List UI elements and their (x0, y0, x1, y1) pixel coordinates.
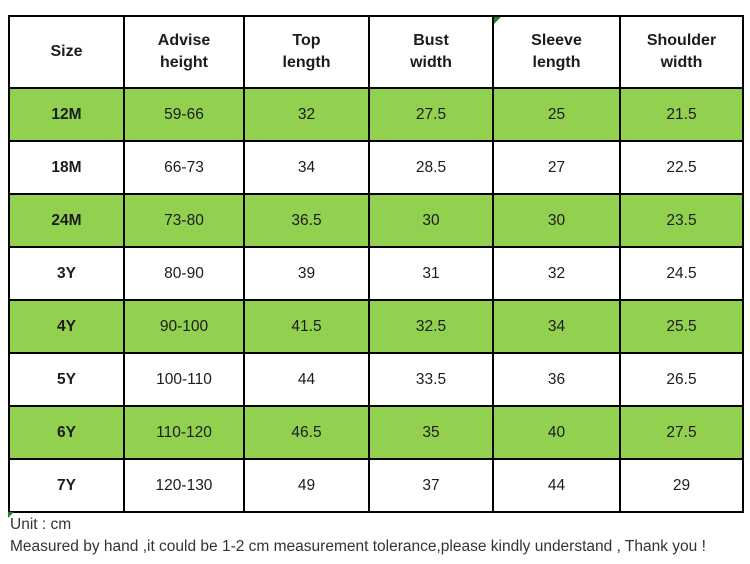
shoulder-width-cell: 22.5 (619, 140, 744, 195)
bust-width-cell: 31 (368, 246, 494, 301)
sleeve-length-cell: 32 (492, 246, 621, 301)
bust-width-cell: 27.5 (368, 87, 494, 142)
column-header-sleeve-length: Sleeve length (492, 15, 621, 89)
bust-width-cell: 28.5 (368, 140, 494, 195)
sleeve-length-cell: 25 (492, 87, 621, 142)
cell-error-marker-icon (8, 512, 14, 518)
size-cell: 18M (8, 140, 125, 195)
sleeve-length-cell: 44 (492, 458, 621, 513)
sleeve-length-cell: 30 (492, 193, 621, 248)
column-header-size: Size (8, 15, 125, 89)
size-cell: 3Y (8, 246, 125, 301)
cell-error-marker-icon (494, 17, 501, 24)
advise-height-cell: 66-73 (123, 140, 245, 195)
size-cell: 24M (8, 193, 125, 248)
bust-width-cell: 37 (368, 458, 494, 513)
bust-width-cell: 33.5 (368, 352, 494, 407)
table-row: 18M 66-73 34 28.5 27 22.5 (8, 140, 744, 195)
shoulder-width-cell: 21.5 (619, 87, 744, 142)
shoulder-width-cell: 29 (619, 458, 744, 513)
bust-width-cell: 30 (368, 193, 494, 248)
top-length-cell: 46.5 (243, 405, 370, 460)
shoulder-width-cell: 27.5 (619, 405, 744, 460)
table-row: 24M 73-80 36.5 30 30 23.5 (8, 193, 744, 248)
table-row: 4Y 90-100 41.5 32.5 34 25.5 (8, 299, 744, 354)
advise-height-cell: 73-80 (123, 193, 245, 248)
size-cell: 6Y (8, 405, 125, 460)
shoulder-width-cell: 23.5 (619, 193, 744, 248)
shoulder-width-cell: 25.5 (619, 299, 744, 354)
bust-width-cell: 32.5 (368, 299, 494, 354)
table-row: 3Y 80-90 39 31 32 24.5 (8, 246, 744, 301)
top-length-cell: 39 (243, 246, 370, 301)
size-cell: 5Y (8, 352, 125, 407)
sleeve-length-cell: 36 (492, 352, 621, 407)
sleeve-length-cell: 34 (492, 299, 621, 354)
advise-height-cell: 90-100 (123, 299, 245, 354)
size-cell: 7Y (8, 458, 125, 513)
advise-height-cell: 100-110 (123, 352, 245, 407)
table-row: 7Y 120-130 49 37 44 29 (8, 458, 744, 513)
advise-height-cell: 59-66 (123, 87, 245, 142)
top-length-cell: 41.5 (243, 299, 370, 354)
table-row: 12M 59-66 32 27.5 25 21.5 (8, 87, 744, 142)
top-length-cell: 36.5 (243, 193, 370, 248)
tolerance-note: Measured by hand ,it could be 1-2 cm mea… (10, 538, 706, 555)
top-length-cell: 34 (243, 140, 370, 195)
size-cell: 4Y (8, 299, 125, 354)
column-header-shoulder-width: Shoulder width (619, 15, 744, 89)
column-header-advise-height: Advise height (123, 15, 245, 89)
footer-notes: Unit : cm Measured by hand ,it could be … (10, 514, 746, 558)
size-chart-table: Size Advise height Top length Bust width… (8, 15, 744, 513)
size-cell: 12M (8, 87, 125, 142)
top-length-cell: 49 (243, 458, 370, 513)
bust-width-cell: 35 (368, 405, 494, 460)
advise-height-cell: 120-130 (123, 458, 245, 513)
shoulder-width-cell: 24.5 (619, 246, 744, 301)
unit-note: Unit : cm (10, 516, 72, 533)
sleeve-length-cell: 40 (492, 405, 621, 460)
header-row: Size Advise height Top length Bust width… (8, 15, 744, 89)
top-length-cell: 44 (243, 352, 370, 407)
column-header-bust-width: Bust width (368, 15, 494, 89)
advise-height-cell: 80-90 (123, 246, 245, 301)
top-length-cell: 32 (243, 87, 370, 142)
sleeve-length-cell: 27 (492, 140, 621, 195)
table-row: 5Y 100-110 44 33.5 36 26.5 (8, 352, 744, 407)
column-header-top-length: Top length (243, 15, 370, 89)
table-row: 6Y 110-120 46.5 35 40 27.5 (8, 405, 744, 460)
shoulder-width-cell: 26.5 (619, 352, 744, 407)
advise-height-cell: 110-120 (123, 405, 245, 460)
